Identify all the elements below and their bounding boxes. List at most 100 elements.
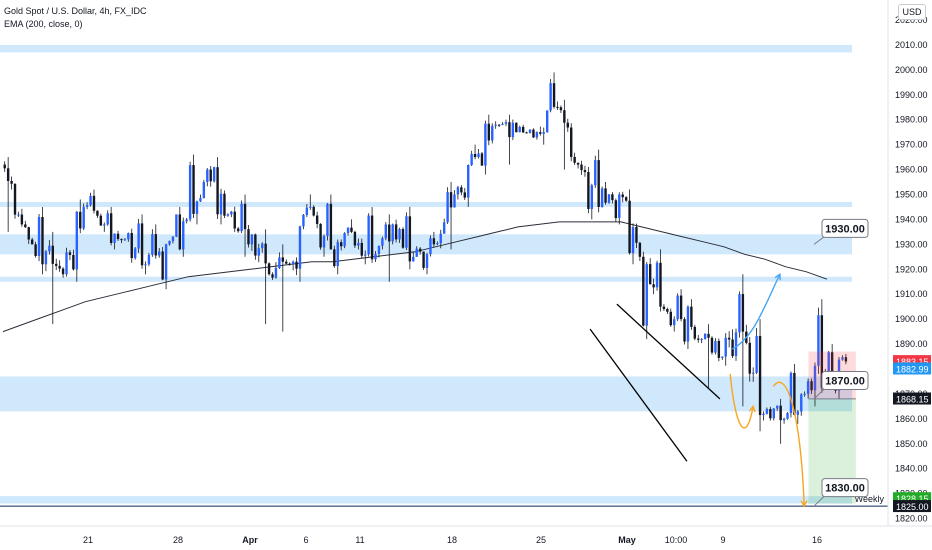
candle xyxy=(669,308,672,327)
candle-body xyxy=(302,214,305,227)
candle-body xyxy=(648,264,652,285)
candle-body xyxy=(92,195,96,211)
candle-body xyxy=(333,249,336,267)
candle-body xyxy=(315,215,319,224)
x-tick-label: May xyxy=(618,535,636,545)
price-label-text: 1825.00 xyxy=(896,502,929,512)
candle xyxy=(521,124,525,133)
candle xyxy=(364,250,367,265)
bullish-projection-arrow-curve xyxy=(731,273,781,350)
candle xyxy=(30,237,34,245)
bearish-projection-arrow-head xyxy=(800,500,808,508)
candle xyxy=(449,182,453,250)
candle-body xyxy=(27,227,30,240)
candle xyxy=(168,240,171,246)
candle-body xyxy=(607,194,611,203)
candle-body xyxy=(391,224,394,242)
candle-body xyxy=(594,160,597,186)
candle xyxy=(782,417,786,424)
candle xyxy=(103,222,106,232)
candle xyxy=(312,205,315,217)
candle-body xyxy=(463,192,466,198)
candle-body xyxy=(449,192,453,208)
candle-body xyxy=(20,214,24,225)
zone xyxy=(0,276,852,282)
candle xyxy=(724,333,727,366)
candle xyxy=(717,338,721,362)
currency-button[interactable]: USD xyxy=(898,4,926,20)
price-label-text: 1828.15 xyxy=(896,494,929,504)
callout-box xyxy=(821,218,869,238)
candle-body xyxy=(686,306,690,342)
candle-body xyxy=(576,162,580,165)
candle-body xyxy=(800,394,803,412)
candle-body xyxy=(587,172,590,209)
candle-body xyxy=(51,245,54,264)
candle-body xyxy=(741,294,745,332)
candle xyxy=(381,236,384,250)
candle-body xyxy=(573,156,576,163)
y-tick-label: 1910.00 xyxy=(895,289,928,299)
candle xyxy=(271,272,274,281)
y-tick-label: 2010.00 xyxy=(895,40,928,50)
candle xyxy=(353,230,357,248)
candle xyxy=(473,144,477,160)
candle-body xyxy=(504,122,508,124)
ema-path xyxy=(2,221,828,333)
candle-body xyxy=(666,309,669,312)
candle xyxy=(309,194,312,210)
y-tick-label: 1850.00 xyxy=(895,439,928,449)
candle-body xyxy=(810,381,813,391)
candle-body xyxy=(755,335,758,373)
candle xyxy=(339,239,343,251)
candle-body xyxy=(549,83,552,111)
candle xyxy=(659,249,662,312)
candle xyxy=(216,157,219,219)
candle-body xyxy=(415,248,418,257)
candle-body xyxy=(401,229,405,248)
candle xyxy=(79,199,82,234)
candle xyxy=(408,206,412,270)
candle xyxy=(161,247,164,281)
candle xyxy=(199,194,202,203)
candle xyxy=(6,157,10,232)
candle xyxy=(683,317,686,345)
candle xyxy=(123,238,127,241)
candle-body xyxy=(144,264,147,266)
candle xyxy=(336,239,339,275)
zone xyxy=(0,496,852,504)
candle-body xyxy=(724,337,727,357)
candle xyxy=(418,247,422,255)
candle xyxy=(515,122,518,133)
candle-body xyxy=(216,167,219,215)
candle-body xyxy=(319,223,322,248)
candle xyxy=(751,367,755,382)
candle xyxy=(127,232,130,242)
candle xyxy=(133,247,137,260)
bullish-projection-arrow xyxy=(731,272,781,350)
candle xyxy=(497,124,501,128)
candle-body xyxy=(700,339,703,341)
candle xyxy=(226,213,230,217)
candle-body xyxy=(614,200,618,219)
candle xyxy=(48,240,51,255)
candle xyxy=(333,245,336,268)
candle-body xyxy=(281,257,285,262)
candle xyxy=(223,190,226,218)
candle-body xyxy=(65,252,68,275)
candle xyxy=(92,189,96,214)
candle xyxy=(673,316,676,332)
candle xyxy=(432,231,436,248)
candle xyxy=(350,219,353,234)
candle-body xyxy=(261,243,264,249)
candle-body xyxy=(793,372,796,415)
candle xyxy=(491,123,494,144)
candle xyxy=(412,251,415,262)
callout-label: 1870.00 xyxy=(825,375,865,387)
candle-body xyxy=(3,164,6,169)
candle-body xyxy=(195,201,199,214)
candle-body xyxy=(250,234,254,245)
candle-body xyxy=(841,357,844,360)
candle-body xyxy=(388,224,391,242)
